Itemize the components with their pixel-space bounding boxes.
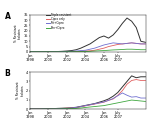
Y-axis label: % Resistant
Isolates: % Resistant Isolates [14,25,22,42]
Legend: Triple resistant, Cipro only, Tet+Cipro, Pen+Cipro: Triple resistant, Cipro only, Tet+Cipro,… [46,13,71,30]
Text: A: A [5,12,11,21]
Y-axis label: % Resistant
Isolates: % Resistant Isolates [16,82,24,99]
Text: B: B [5,69,10,78]
